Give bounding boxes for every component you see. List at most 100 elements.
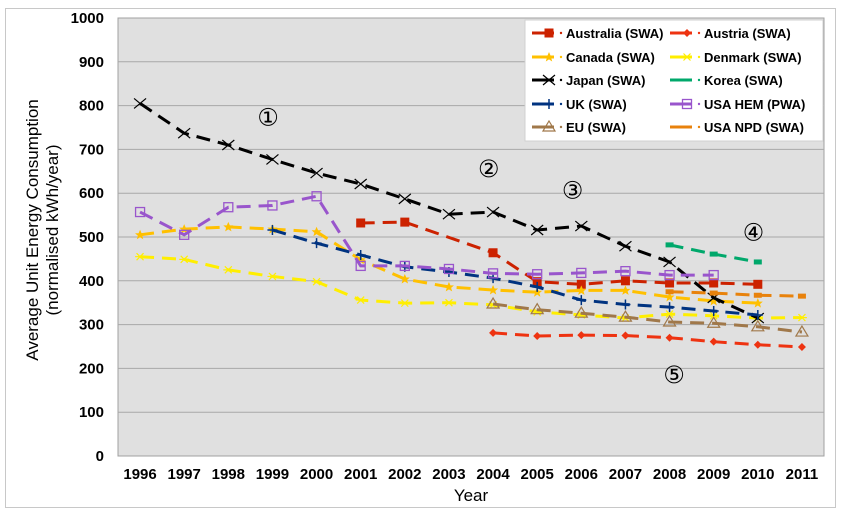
data-point [577, 331, 586, 340]
series-line [139, 194, 714, 277]
legend-dot [559, 31, 563, 35]
data-point [355, 249, 366, 260]
data-point [135, 252, 146, 261]
annotation-label: ③ [562, 176, 584, 204]
legend-marker [544, 99, 554, 109]
data-point [267, 272, 278, 281]
legend-label: Denmark (SWA) [704, 50, 802, 65]
data-point [533, 331, 542, 340]
legend-label: USA NPD (SWA) [704, 120, 804, 135]
data-point [443, 298, 454, 307]
legend-marker [544, 28, 554, 38]
series-line [669, 290, 802, 298]
legend-item: Denmark (SWA) [670, 50, 802, 65]
legend-dot [559, 78, 563, 82]
legend-item: Canada (SWA) [532, 50, 655, 65]
data-point [753, 259, 762, 265]
data-point [621, 331, 630, 340]
data-point [532, 281, 543, 292]
data-point [532, 287, 543, 297]
y-tick-label: 1000 [71, 10, 104, 27]
x-tick-label: 1999 [256, 466, 289, 483]
data-point [356, 218, 366, 228]
data-point [487, 268, 499, 279]
legend-item: UK (SWA) [532, 97, 627, 112]
x-axis-ticks: 1996 1997 1998 1999 2000 2001 2002 2003 2004 2005… [123, 466, 818, 483]
y-tick-label: 600 [79, 185, 104, 202]
data-point [665, 333, 674, 342]
series-line [492, 302, 803, 334]
legend-item: Japan (SWA) [532, 73, 645, 88]
data-point [179, 229, 190, 240]
data-point [223, 265, 234, 274]
series-korea-swa [665, 242, 762, 265]
legend-item: Australia (SWA) [532, 26, 664, 41]
x-tick-label: 2011 [786, 466, 819, 483]
y-axis-title-units: (normalised kWh/year) [43, 145, 62, 316]
data-point [400, 217, 410, 227]
x-tick-label: 2008 [653, 466, 686, 483]
data-point [489, 328, 498, 337]
legend-dot [559, 55, 563, 59]
data-point [796, 313, 807, 322]
y-tick-label: 800 [79, 98, 104, 115]
data-point [177, 127, 191, 139]
data-point [355, 260, 366, 272]
data-point [662, 314, 677, 327]
series-group [133, 97, 809, 351]
legend-dot [559, 102, 563, 106]
data-point [620, 285, 631, 295]
annotations: ① ② ③ ④ ⑤ [257, 104, 764, 390]
legend-label: Austria (SWA) [704, 26, 791, 41]
data-point [399, 299, 410, 308]
series-usa-hem-pwa [134, 191, 719, 281]
data-point [311, 238, 322, 249]
series-line [492, 331, 803, 349]
data-point [486, 206, 500, 218]
data-point [709, 278, 719, 288]
data-point [223, 221, 234, 232]
data-point [797, 342, 806, 351]
x-tick-label: 2003 [432, 466, 465, 483]
legend-item: EU (SWA) [532, 119, 626, 135]
data-point [443, 281, 454, 292]
y-tick-label: 400 [79, 273, 104, 290]
legend-label: Korea (SWA) [704, 73, 783, 88]
data-point [753, 292, 762, 298]
series-line [139, 255, 802, 320]
data-point [663, 256, 676, 268]
data-point [179, 224, 190, 234]
data-point [620, 266, 631, 277]
legend: Australia (SWA) Austria (SWA) Canada (SWA)… [524, 19, 824, 142]
x-tick-label: 2004 [476, 466, 510, 483]
x-tick-label: 2007 [609, 466, 642, 483]
series-japan-swa [133, 97, 765, 324]
legend-dot [697, 102, 701, 106]
x-tick-label: 2009 [697, 466, 730, 483]
data-point [750, 319, 765, 332]
y-tick-label: 0 [96, 448, 104, 465]
data-point [709, 251, 718, 257]
data-point [752, 298, 763, 308]
legend-dot [697, 55, 701, 59]
legend-dot [559, 125, 563, 129]
legend-dot [697, 125, 701, 129]
data-point [797, 293, 806, 299]
data-point [574, 306, 589, 318]
series-austria-swa [489, 328, 806, 351]
data-point [311, 191, 322, 202]
annotation-label: ⑤ [663, 361, 685, 389]
data-point [576, 279, 586, 289]
data-point [664, 292, 675, 302]
data-point [399, 260, 410, 272]
data-point [311, 226, 322, 237]
x-axis-title: Year [454, 486, 489, 505]
data-point [179, 255, 190, 264]
data-point [708, 306, 719, 317]
legend-item: USA HEM (PWA) [670, 97, 805, 112]
x-tick-label: 2001 [344, 466, 377, 483]
legend-item: Korea (SWA) [670, 73, 783, 88]
legend-marker [544, 52, 554, 62]
data-point [708, 295, 719, 306]
